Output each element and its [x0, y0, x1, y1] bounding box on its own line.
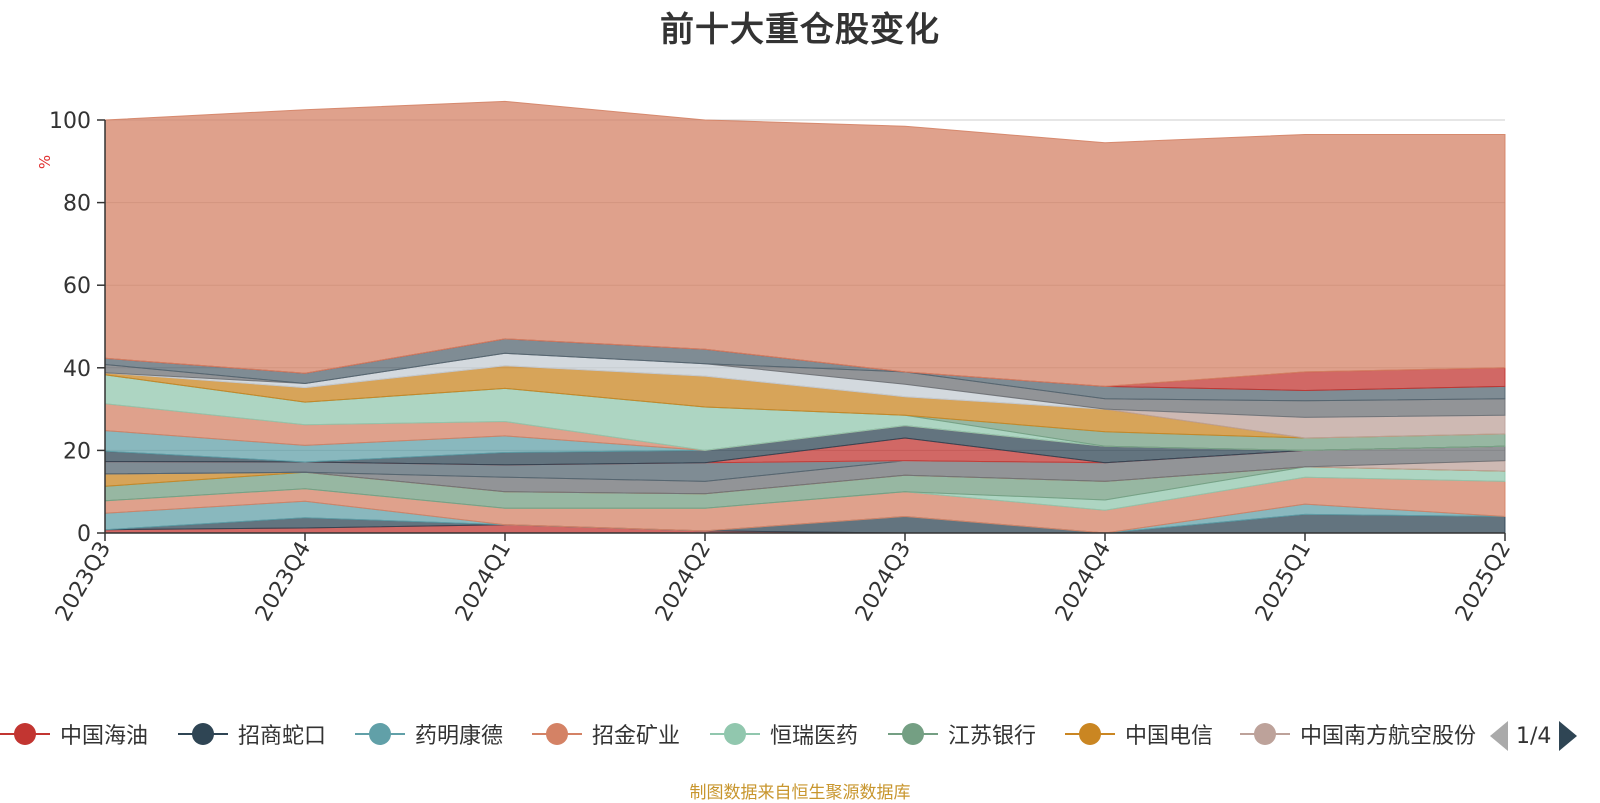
legend-swatch-icon: [1065, 719, 1115, 749]
legend-label: 招商蛇口: [238, 724, 327, 749]
x-tick-label: 2023Q4: [251, 538, 316, 626]
y-axis-label: %: [36, 155, 54, 169]
legend-label: 江苏银行: [948, 724, 1037, 749]
area-chart: 0 20 40 60 80 100% 2023Q3 2023Q4 2024Q1 2024Q2 202…: [36, 100, 1516, 626]
chart-title: 前十大重仓股变化: [660, 10, 940, 50]
data-source-note: 制图数据来自恒生聚源数据库: [689, 783, 911, 803]
legend-item[interactable]: 招商蛇口: [178, 716, 326, 752]
legend-label: 恒瑞医药: [770, 724, 859, 749]
x-tick-label: 2024Q3: [851, 538, 916, 626]
y-tick-label: 40: [63, 357, 91, 382]
legend: 中国海油 招商蛇口 药明康德 招金矿业 恒瑞医药 江苏银行 中国电信 中国南方航空股份: [0, 716, 1600, 756]
legend-swatch-icon: [888, 719, 938, 749]
legend-swatch-icon: [1240, 719, 1290, 749]
legend-label: 招金矿业: [592, 724, 681, 749]
legend-label: 中国海油: [60, 724, 149, 749]
legend-label: 中国电信: [1125, 724, 1214, 749]
stacked-areas: [104, 100, 1506, 534]
legend-swatch-icon: [532, 719, 582, 749]
y-tick-label: 100: [49, 109, 91, 134]
legend-swatch-icon: [355, 719, 405, 749]
y-tick-label: 80: [63, 192, 91, 217]
y-tick-label: 60: [63, 274, 91, 299]
legend-item[interactable]: 药明康德: [355, 716, 503, 752]
legend-label: 药明康德: [415, 724, 504, 749]
x-tick-label: 2024Q1: [451, 538, 516, 626]
legend-item[interactable]: 中国南方航空股份: [1240, 716, 1476, 752]
legend-item[interactable]: 中国电信: [1065, 716, 1213, 752]
legend-item[interactable]: 中国海油: [0, 716, 148, 752]
legend-pager: 1/4: [1490, 718, 1578, 754]
y-tick-label: 20: [63, 439, 91, 464]
y-tick-label: 0: [77, 522, 91, 547]
legend-item[interactable]: 招金矿业: [532, 716, 680, 752]
legend-swatch-icon: [178, 719, 228, 749]
legend-label: 中国南方航空股份: [1299, 724, 1476, 749]
area-series-23: [104, 100, 1506, 387]
legend-page-indicator: 1/4: [1516, 723, 1552, 749]
x-tick-label: 2024Q2: [651, 538, 716, 626]
x-tick-label: 2025Q1: [1251, 538, 1316, 626]
x-tick-label: 2025Q2: [1451, 538, 1516, 626]
legend-swatch-icon: [0, 719, 50, 749]
x-tick-label: 2023Q3: [51, 538, 116, 626]
legend-prev-page-button[interactable]: [1490, 721, 1508, 751]
x-tick-label: 2024Q4: [1051, 538, 1116, 626]
legend-swatch-icon: [710, 719, 760, 749]
legend-item[interactable]: 恒瑞医药: [710, 716, 858, 752]
legend-item[interactable]: 江苏银行: [888, 716, 1036, 752]
legend-next-page-button[interactable]: [1559, 721, 1578, 751]
